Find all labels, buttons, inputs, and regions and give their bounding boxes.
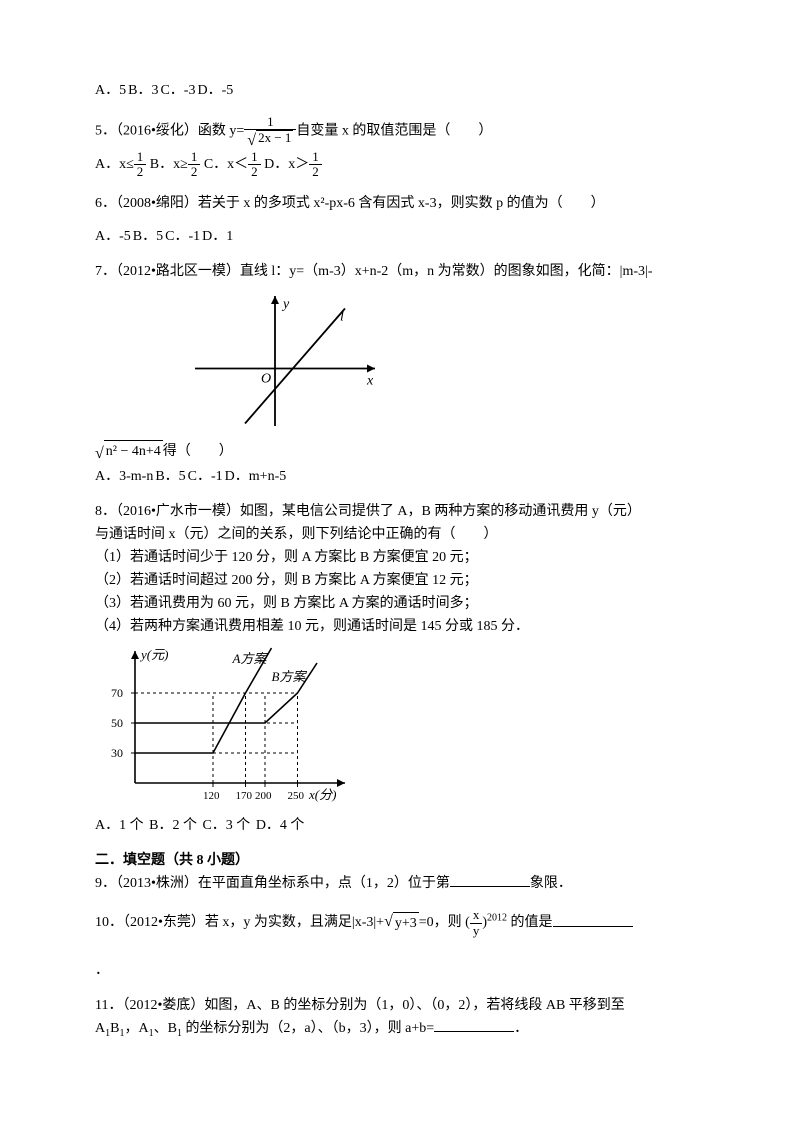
q10-pre: 10．（2012•东莞）若 x，y 为实数，且满足|x-3|+ — [95, 916, 384, 931]
q7-options: A．3-m-nB．5C．-1D．m+n-5 — [95, 466, 705, 487]
svg-text:x: x — [366, 374, 374, 389]
q11-l2: A1B1，A1、B1 的坐标分别为（2，a）、（b，3），则 a+b=． — [95, 1018, 705, 1041]
q8: 8．（2016•广水市一模）如图，某电信公司提供了 A，B 两种方案的移动通讯费… — [95, 501, 705, 836]
opt-a: A．3-m-n — [95, 469, 153, 484]
q11-l1: 11．（2012•娄底）如图，A、B 的坐标分别为（1，0）、（0，2），若将线… — [95, 995, 705, 1016]
q10-frac: xy — [470, 908, 483, 938]
opt-c: C．-1 — [165, 229, 200, 244]
q5-prefix: 5．（2016•绥化）函数 y= — [95, 124, 244, 139]
opt-d: D．m+n-5 — [225, 469, 287, 484]
q10: 10．（2012•东莞）若 x，y 为实数，且满足|x-3|+√y+3=0，则 … — [95, 908, 705, 981]
q11-blank — [434, 1018, 514, 1032]
q6-options: A．-5B．5C．-1D．1 — [95, 226, 705, 247]
q9: 9．（2013•株洲）在平面直角坐标系中，点（1，2）位于第 象限． — [95, 873, 705, 894]
opt-c: C．-1 — [188, 469, 223, 484]
q5-d: D．x＞12 — [264, 157, 322, 172]
opt-b: B．5 — [133, 229, 163, 244]
q8-s3: （3）若通讯费用为 60 元，则 B 方案比 A 方案的通话时间多； — [95, 593, 705, 614]
q5-suffix: 自变量 x 的取值范围是（ ） — [296, 124, 492, 139]
q5-c: C．x＜12 — [204, 157, 261, 172]
opt-b: B．5 — [155, 469, 185, 484]
opt-a: A．5 — [95, 83, 126, 98]
q10-blank — [553, 913, 633, 927]
svg-text:y(元): y(元) — [139, 647, 168, 662]
svg-text:50: 50 — [111, 716, 123, 730]
q5: 5．（2016•绥化）函数 y=1√2x − 1自变量 x 的取值范围是（ ） … — [95, 115, 705, 179]
q5-options: A．x≤12 B．x≥12 C．x＜12 D．x＞12 — [95, 150, 705, 180]
q8-stem1: 8．（2016•广水市一模）如图，某电信公司提供了 A，B 两种方案的移动通讯费… — [95, 501, 705, 522]
svg-text:B方案: B方案 — [272, 669, 308, 684]
q7-sqrt-line: √n² − 4n+4得（ ） — [95, 440, 705, 464]
q8-s4: （4）若两种方案通讯费用相差 10 元，则通话时间是 145 分或 185 分． — [95, 616, 705, 637]
q5-a: A．x≤12 — [95, 157, 146, 172]
q7-graph-wrap: y x Ol — [95, 286, 705, 436]
svg-text:250: 250 — [288, 790, 305, 802]
q6-stem: 6．（2008•绵阳）若关于 x 的多项式 x²-px-6 含有因式 x-3，则… — [95, 193, 705, 214]
opt-d: D．4 个 — [256, 818, 305, 833]
q10-period: ． — [95, 960, 705, 981]
opt-a: A．1 个 — [95, 818, 144, 833]
svg-text:l: l — [340, 310, 344, 325]
svg-text:170: 170 — [236, 790, 253, 802]
opt-b: B．3 — [128, 83, 158, 98]
q8-chart-wrap: 30 50 70 120 170200 250 y(元) x(分) A方案B方案 — [95, 641, 705, 811]
q9-post: 象限． — [530, 876, 572, 891]
svg-text:30: 30 — [111, 746, 123, 760]
q5-b: B．x≥12 — [150, 157, 201, 172]
svg-text:70: 70 — [111, 686, 123, 700]
opt-d: D．-5 — [197, 83, 233, 98]
svg-text:A方案: A方案 — [232, 651, 269, 666]
svg-text:120: 120 — [203, 790, 220, 802]
q8-stem2: 与通话时间 x（元）之间的关系，则下列结论中正确的有（ ） — [95, 524, 705, 545]
svg-text:x(分): x(分) — [308, 787, 336, 802]
q8-s2: （2）若通话时间超过 200 分，则 B 方案比 A 方案便宜 12 元； — [95, 570, 705, 591]
q10-exp: 2012 — [487, 913, 507, 924]
opt-b: B．2 个 — [149, 818, 197, 833]
svg-text:y: y — [281, 297, 290, 312]
q7: 7．（2012•路北区一模）直线 l：y=（m-3）x+n-2（m，n 为常数）… — [95, 261, 705, 487]
q9-pre: 9．（2013•株洲）在平面直角坐标系中，点（1，2）位于第 — [95, 876, 450, 891]
opt-a: A．-5 — [95, 229, 131, 244]
q4-options: A．5B．3C．-3D．-5 — [95, 80, 705, 101]
q8-s1: （1）若通话时间少于 120 分，则 A 方案比 B 方案便宜 20 元； — [95, 547, 705, 568]
opt-c: C．-3 — [160, 83, 195, 98]
q8-chart: 30 50 70 120 170200 250 y(元) x(分) A方案B方案 — [95, 641, 355, 811]
q11: 11．（2012•娄底）如图，A、B 的坐标分别为（1，0）、（0，2），若将线… — [95, 995, 705, 1041]
section2-title: 二．填空题（共 8 小题） — [95, 850, 705, 871]
svg-text:O: O — [261, 372, 271, 387]
q5-frac: 1√2x − 1 — [244, 115, 296, 148]
page-root: A．5B．3C．-3D．-5 5．（2016•绥化）函数 y=1√2x − 1自… — [0, 0, 800, 1095]
opt-d: D．1 — [202, 229, 233, 244]
q5-stem: 5．（2016•绥化）函数 y=1√2x − 1自变量 x 的取值范围是（ ） — [95, 115, 705, 148]
svg-text:200: 200 — [255, 790, 272, 802]
q6: 6．（2008•绵阳）若关于 x 的多项式 x²-px-6 含有因式 x-3，则… — [95, 193, 705, 247]
q7-graph: y x Ol — [185, 286, 385, 436]
opt-c: C．3 个 — [202, 818, 250, 833]
q7-stem-a: 7．（2012•路北区一模）直线 l：y=（m-3）x+n-2（m，n 为常数）… — [95, 261, 705, 282]
q8-options: A．1 个 B．2 个 C．3 个 D．4 个 — [95, 815, 705, 836]
q9-blank — [450, 873, 530, 887]
